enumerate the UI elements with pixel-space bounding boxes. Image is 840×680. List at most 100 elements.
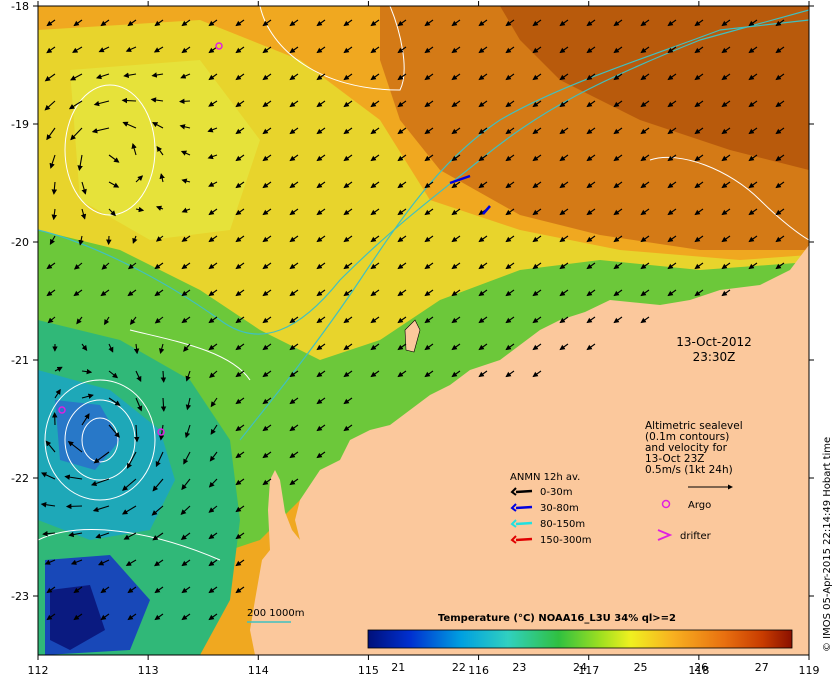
velocity-arrow [70, 127, 83, 141]
velocity-arrow [154, 586, 164, 594]
velocity-arrow [694, 289, 704, 297]
velocity-arrow [316, 208, 326, 216]
velocity-arrow [370, 370, 380, 378]
velocity-arrow [151, 72, 164, 78]
velocity-arrow [180, 73, 191, 79]
velocity-arrow [532, 316, 542, 324]
velocity-arrow [131, 143, 137, 156]
velocity-arrow [613, 46, 623, 54]
velocity-arrow [235, 127, 245, 135]
velocity-arrow [289, 154, 299, 162]
velocity-arrow [613, 19, 623, 27]
velocity-arrow [559, 181, 569, 189]
velocity-arrow [181, 559, 191, 567]
x-tick-label: 112 [28, 664, 49, 677]
velocity-arrow [694, 73, 704, 81]
velocity-arrow [235, 586, 245, 594]
velocity-arrow [343, 424, 353, 432]
velocity-arrow [154, 19, 164, 27]
velocity-arrow [343, 19, 353, 27]
velocity-arrow [81, 393, 94, 399]
velocity-arrow [721, 235, 731, 243]
velocity-arrow [505, 316, 515, 324]
velocity-arrow [640, 73, 650, 81]
velocity-arrow [235, 370, 245, 378]
australia-land[interactable] [250, 245, 809, 655]
velocity-arrow [451, 262, 461, 270]
velocity-arrow [208, 73, 218, 81]
velocity-arrow [586, 343, 596, 351]
argo-float[interactable] [58, 406, 66, 414]
velocity-arrow [667, 73, 677, 81]
velocity-arrow [160, 397, 167, 412]
velocity-arrow [289, 73, 299, 81]
velocity-arrow [123, 532, 137, 540]
velocity-arrow [694, 208, 704, 216]
velocity-arrow [72, 46, 83, 53]
velocity-arrow [70, 73, 83, 81]
velocity-arrow [748, 46, 758, 54]
sealevel-contours [38, 6, 809, 561]
velocity-arrow [235, 316, 245, 324]
x-tick-label: 117 [578, 664, 599, 677]
colorbar-tick-label: 23 [512, 661, 526, 674]
velocity-arrow [721, 19, 731, 27]
velocity-arrow [694, 46, 704, 54]
velocity-arrow [316, 154, 326, 162]
velocity-arrow [451, 46, 461, 54]
velocity-arrow [694, 262, 704, 270]
velocity-arrow [208, 100, 218, 107]
velocity-arrow [153, 46, 164, 53]
velocity-arrow [586, 208, 596, 216]
velocity-arrow [108, 154, 120, 163]
velocity-arrow [370, 154, 380, 162]
velocity-arrow [397, 46, 407, 54]
mooring-arrow[interactable] [482, 205, 491, 215]
y-tick-label: -20 [11, 236, 29, 249]
y-tick-label: -22 [11, 472, 29, 485]
velocity-arrow [289, 19, 299, 27]
velocity-arrow [262, 424, 272, 432]
velocity-arrow [505, 181, 515, 189]
velocity-arrow [155, 451, 164, 468]
altimetry-note: Altimetric sealevel(0.1m contours)and ve… [645, 420, 743, 476]
argo-legend-label: Argo [688, 500, 711, 511]
velocity-arrow [41, 472, 56, 480]
credit-label: © IMOS 05-Apr-2015 22:14:49 Hobart time [822, 437, 833, 652]
velocity-arrow [54, 366, 63, 372]
velocity-arrow [586, 154, 596, 162]
velocity-arrow [559, 46, 569, 54]
velocity-arrow [424, 73, 434, 81]
velocity-arrow [451, 343, 461, 351]
date-label: 13-Oct-2012 [676, 335, 752, 349]
velocity-arrow [559, 343, 569, 351]
velocity-arrow [98, 559, 110, 566]
velocity-arrow [586, 46, 596, 54]
velocity-arrow [262, 478, 272, 486]
velocity-arrow [424, 289, 434, 297]
velocity-arrow [289, 424, 299, 432]
velocity-arrow [209, 370, 218, 379]
velocity-arrow [640, 208, 650, 216]
velocity-arrow [667, 208, 677, 216]
velocity-arrow [40, 502, 56, 508]
mooring-arrow[interactable] [449, 174, 471, 185]
x-tick-label: 114 [248, 664, 269, 677]
velocity-arrow [613, 262, 623, 270]
velocity-arrow [667, 181, 677, 189]
anmn-legend-label: 150-300m [540, 535, 592, 546]
velocity-arrow [180, 150, 191, 156]
velocity-arrow [208, 235, 218, 243]
velocity-arrow [208, 586, 218, 594]
velocity-arrow [370, 100, 380, 108]
velocity-arrow [397, 289, 407, 297]
argo-float[interactable] [157, 428, 165, 436]
velocity-arrow [289, 316, 299, 324]
velocity-arrow [478, 100, 488, 108]
velocity-arrow [64, 474, 83, 480]
velocity-arrow [153, 559, 164, 567]
velocity-arrow [289, 127, 299, 135]
velocity-arrow [370, 343, 380, 351]
argo-float[interactable] [215, 42, 223, 50]
y-tick-label: -23 [11, 590, 29, 603]
